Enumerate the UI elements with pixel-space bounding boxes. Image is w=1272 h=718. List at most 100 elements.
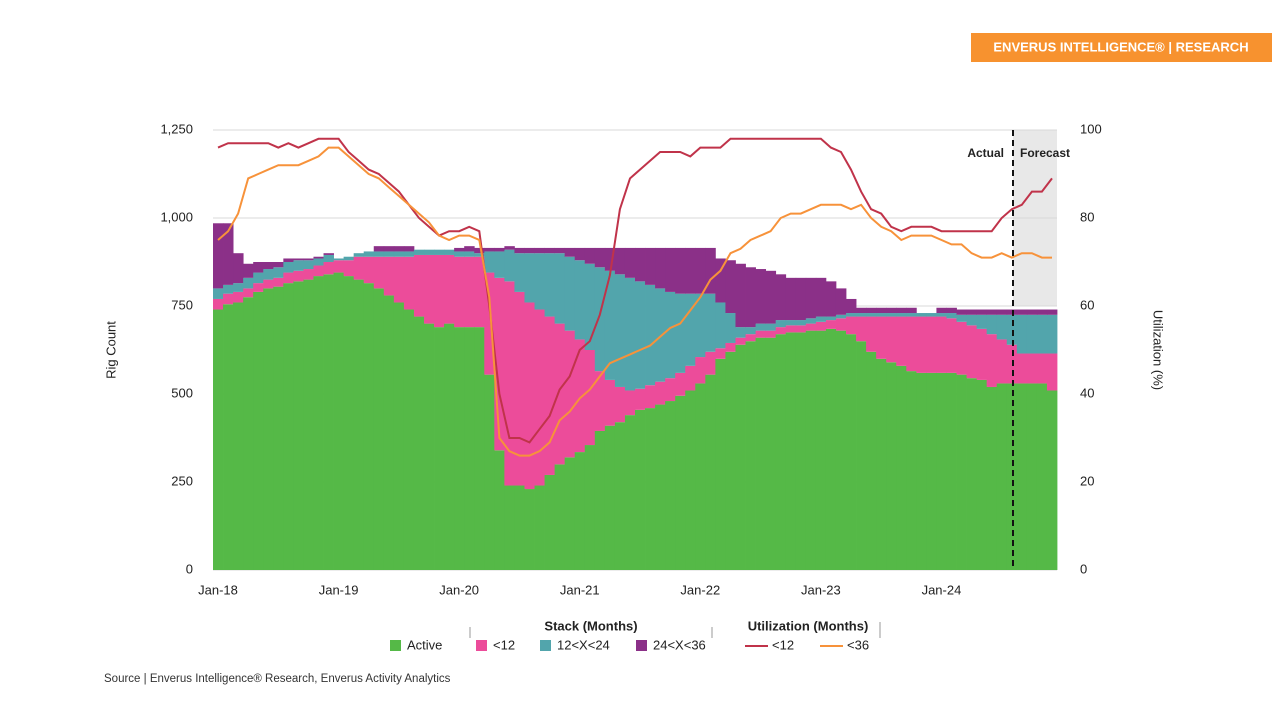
stack-segment [494, 247, 505, 252]
stack-segment [825, 320, 837, 329]
stack-segment [343, 256, 355, 261]
stack-segment [353, 279, 365, 570]
stack-segment [936, 313, 947, 317]
stack-segment [454, 251, 465, 257]
stack-segment [675, 247, 686, 294]
stack-segment [323, 254, 334, 262]
stack-segment [675, 293, 686, 373]
stack-segment [775, 334, 787, 570]
stack-segment [685, 365, 696, 391]
stack-segment [554, 323, 566, 465]
stack-segment [645, 408, 656, 570]
stack-segment [835, 288, 847, 315]
stack-segment [393, 246, 405, 252]
y-axis-title: Rig Count [103, 321, 118, 379]
stack-segment [554, 247, 566, 254]
stack-segment [313, 265, 324, 277]
stack-segment [715, 302, 726, 349]
stack-segment [474, 253, 485, 257]
stack-segment [303, 258, 314, 261]
stack-segment [825, 316, 837, 321]
stack-segment [534, 485, 545, 570]
stack-segment [635, 247, 646, 282]
stack-segment [1036, 353, 1048, 384]
y2-axis-title: Utilization (%) [1151, 310, 1166, 390]
stack-segment [765, 323, 777, 331]
stack-segment [996, 309, 1008, 315]
stack-segment [293, 258, 304, 261]
stack-segment [996, 339, 1008, 384]
stack-segment [886, 307, 897, 314]
stack-segment [866, 351, 877, 570]
stack-segment [243, 297, 254, 570]
stack-segment [574, 247, 586, 261]
stack-segment [373, 251, 385, 257]
stack-segment [333, 272, 345, 570]
stack-segment [353, 253, 365, 257]
stack-segment [403, 246, 415, 252]
stack-segment [956, 374, 967, 570]
stack-segment [655, 381, 666, 405]
stack-segment [936, 316, 947, 373]
x-tick-label: Jan-22 [680, 582, 720, 597]
stack-segment [1036, 309, 1048, 315]
stack-segment [715, 348, 726, 359]
stack-segment [544, 253, 556, 317]
stack-segment [1046, 309, 1058, 315]
stack-segment [624, 415, 636, 570]
stack-segment [614, 386, 626, 423]
stack-segment [946, 307, 957, 314]
stack-segment [434, 254, 445, 328]
stack-segment [725, 260, 736, 314]
x-tick-label: Jan-24 [922, 582, 962, 597]
stack-segment [725, 342, 736, 352]
stack-segment [705, 374, 716, 570]
stack-segment [283, 262, 294, 273]
stack-segment [986, 386, 998, 570]
stack-segment [685, 247, 696, 294]
stack-segment [474, 327, 485, 570]
stack-segment [886, 362, 897, 570]
stack-segment [343, 260, 355, 277]
stack-segment [785, 325, 797, 333]
stack-segment [896, 313, 907, 317]
stack-segment [1006, 314, 1018, 345]
stack-segment [424, 249, 435, 255]
stack-segment [574, 260, 586, 340]
legend-swatch [476, 640, 487, 651]
stack-segment [835, 314, 847, 319]
stack-segment [685, 390, 696, 570]
stack-segment [233, 253, 244, 284]
legend-label: Active [407, 637, 442, 652]
stack-segment [534, 253, 545, 310]
stack-segment [1016, 314, 1028, 354]
stack-segment [383, 295, 395, 570]
y-tick-label: 500 [171, 385, 193, 400]
stack-segment [825, 328, 837, 570]
legend-label: <12 [772, 637, 794, 652]
stack-segment [223, 293, 234, 305]
stack-segment [604, 270, 616, 380]
stack-segment [1006, 309, 1018, 315]
stack-segment [926, 316, 937, 373]
stack-segment [444, 323, 455, 570]
stack-segment [283, 258, 294, 262]
stack-segment [675, 395, 686, 570]
stack-segment [454, 256, 465, 328]
stack-segment [1006, 344, 1018, 384]
stack-segment [614, 247, 626, 275]
stack-segment [886, 316, 897, 363]
stack-segment [253, 291, 264, 570]
stack-segment [645, 247, 656, 285]
stack-segment [213, 309, 224, 570]
stack-segment [614, 422, 626, 570]
stack-segment [323, 262, 334, 275]
stack-segment [514, 253, 525, 292]
stack-segment [936, 372, 947, 570]
stack-segment [966, 309, 978, 315]
stack-segment [313, 258, 324, 266]
stack-segment [383, 251, 395, 257]
stack-segment [413, 254, 425, 317]
stack-segment [554, 464, 566, 570]
y2-tick-label: 20 [1080, 473, 1094, 488]
